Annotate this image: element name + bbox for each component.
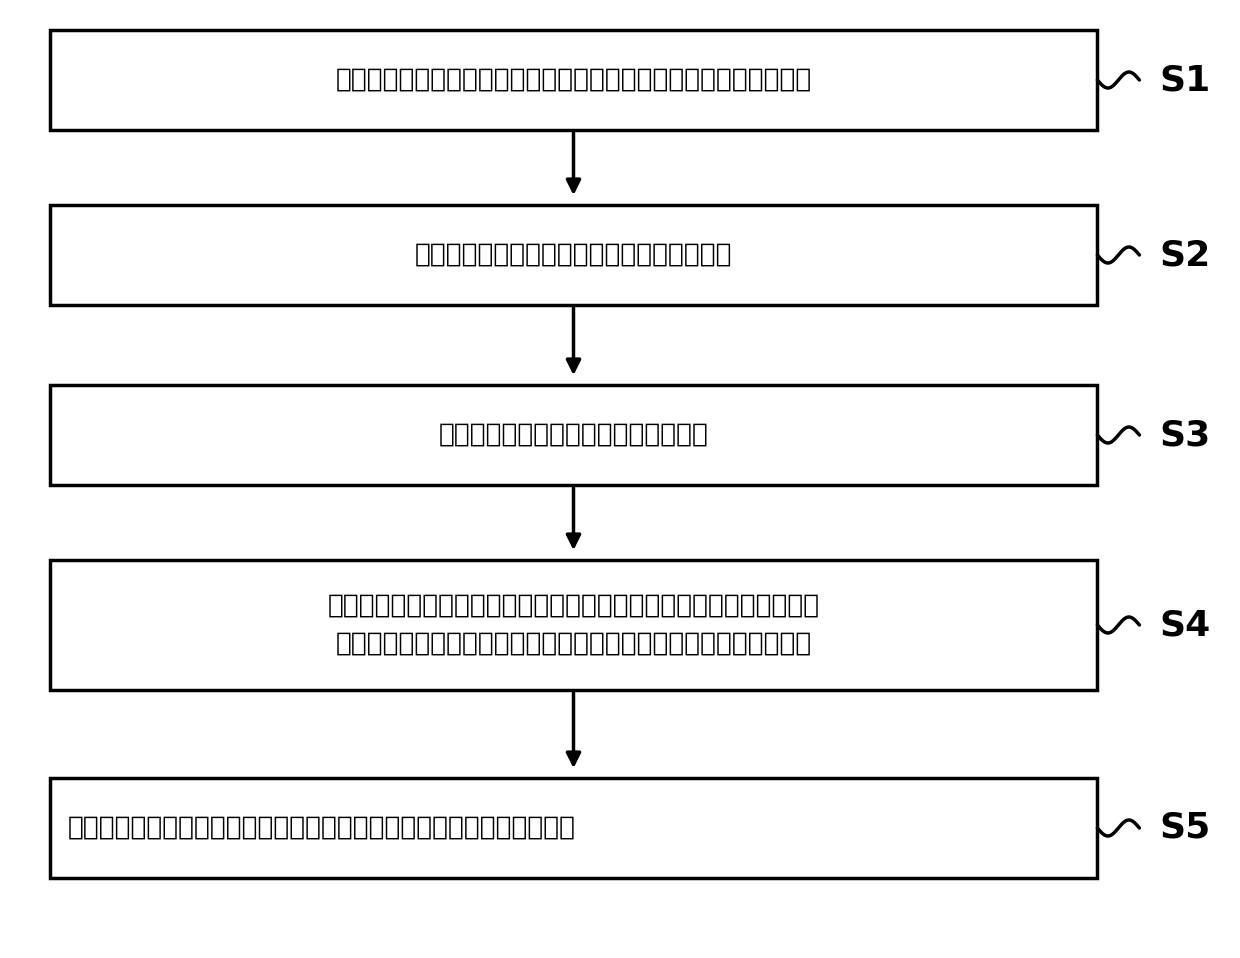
FancyBboxPatch shape bbox=[50, 385, 1097, 485]
Text: S4: S4 bbox=[1159, 608, 1210, 642]
FancyBboxPatch shape bbox=[50, 560, 1097, 690]
Text: S1: S1 bbox=[1159, 63, 1210, 97]
Text: S5: S5 bbox=[1159, 811, 1210, 845]
Text: 计算所述目标物体在图像中的像素坐标: 计算所述目标物体在图像中的像素坐标 bbox=[439, 422, 708, 448]
Text: 获取包含目标物体的图像，所述目标物体包括两个待测间距的目标物: 获取包含目标物体的图像，所述目标物体包括两个待测间距的目标物 bbox=[335, 67, 812, 93]
FancyBboxPatch shape bbox=[50, 205, 1097, 305]
FancyBboxPatch shape bbox=[50, 778, 1097, 878]
Text: 依据像素坐标与世界坐标的变换矩阵，计算得到所述目标物体在世界坐
标的位置，所述变换矩阵为已知世界坐标系和图像坐标系的对应关系: 依据像素坐标与世界坐标的变换矩阵，计算得到所述目标物体在世界坐 标的位置，所述变… bbox=[327, 593, 820, 657]
Text: S2: S2 bbox=[1159, 238, 1210, 272]
FancyBboxPatch shape bbox=[50, 30, 1097, 130]
Text: S3: S3 bbox=[1159, 418, 1210, 452]
Text: 对所述图像进行分割处理，得到所述目标物体: 对所述图像进行分割处理，得到所述目标物体 bbox=[414, 242, 733, 268]
Text: 依据所述目标物体的世界坐标位置，计算得到所述两输电线路之间的距离: 依据所述目标物体的世界坐标位置，计算得到所述两输电线路之间的距离 bbox=[68, 815, 575, 841]
